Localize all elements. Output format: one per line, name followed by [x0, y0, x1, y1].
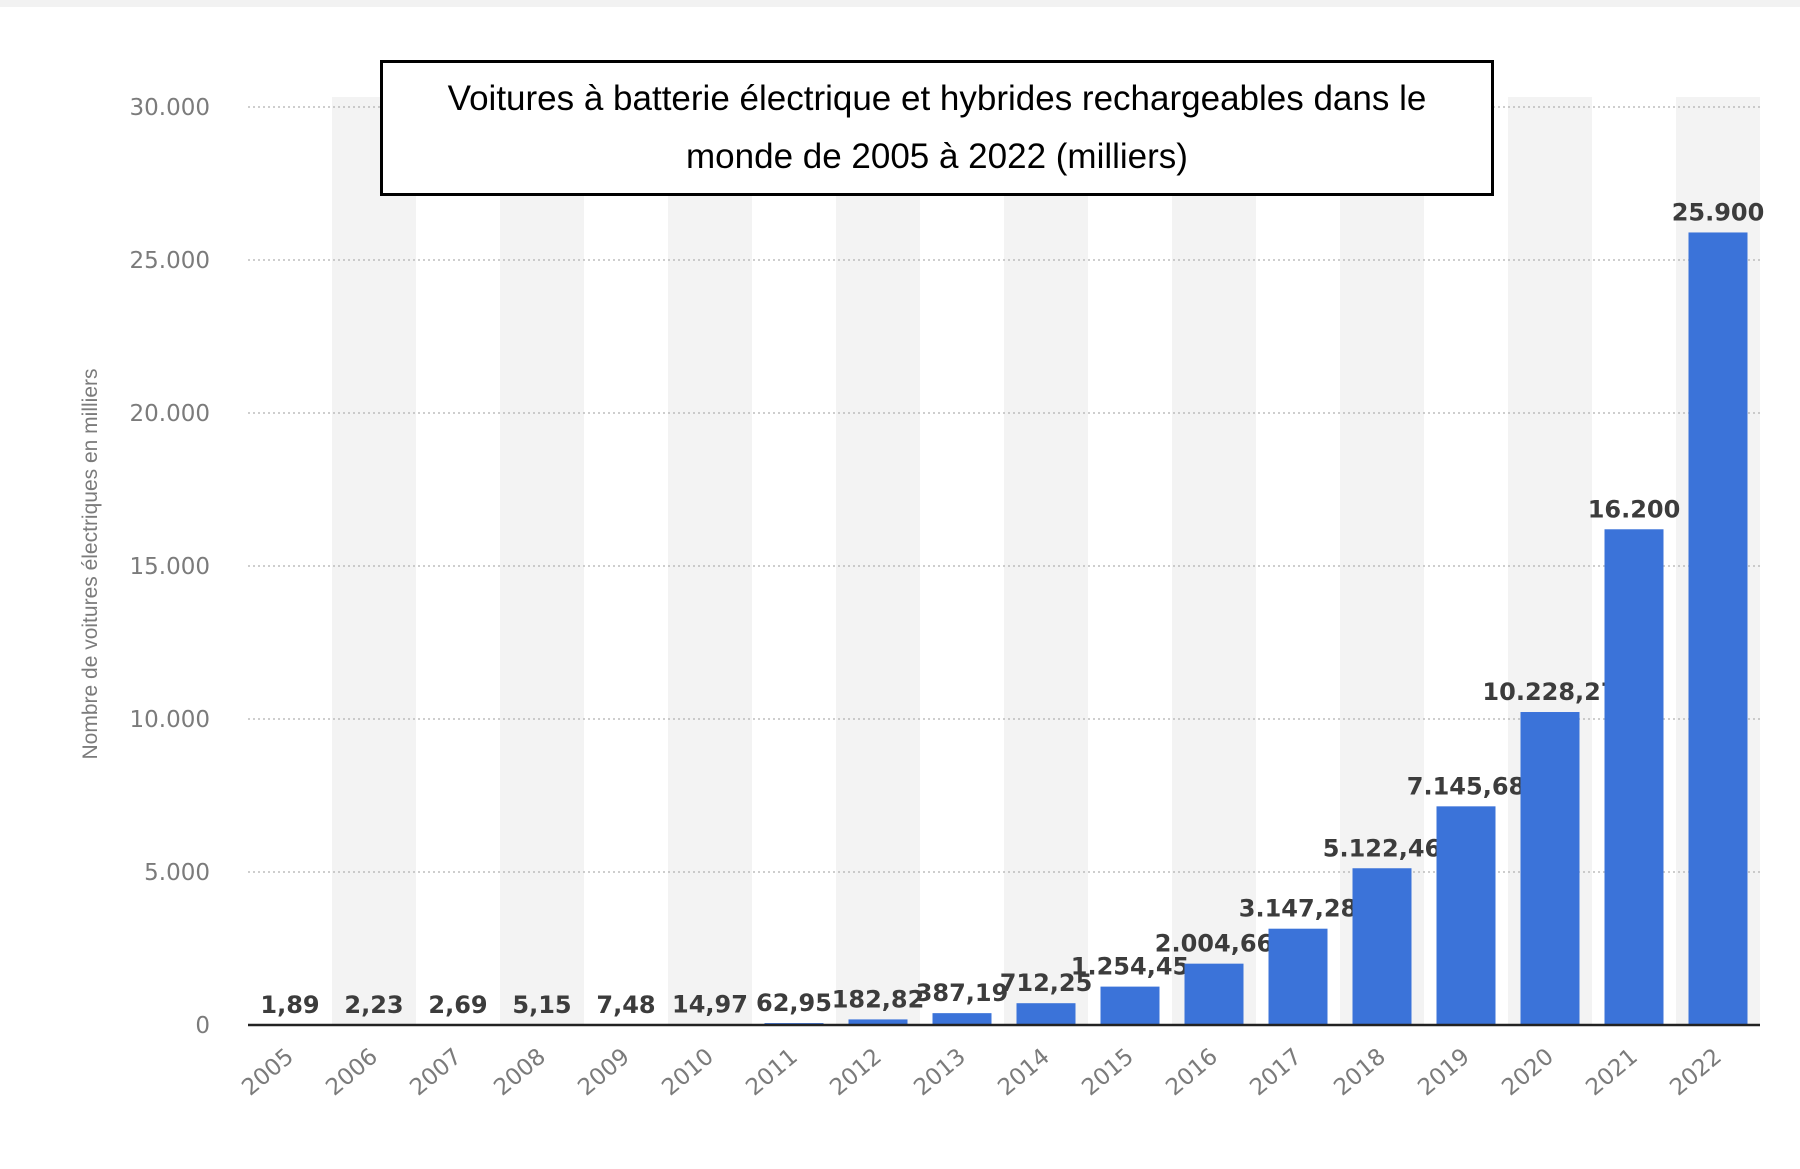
- bar-value-label: 182,82: [832, 985, 925, 1013]
- x-tick-label: 2019: [1413, 1044, 1475, 1102]
- column-band: [668, 97, 752, 1025]
- x-tick-label: 2021: [1581, 1044, 1643, 1102]
- y-tick-label: 15.000: [130, 554, 210, 580]
- bar-value-label: 7,48: [596, 991, 655, 1019]
- y-axis-title: Nombre de voitures électriques en millie…: [79, 369, 103, 760]
- bar-value-label: 2,23: [344, 991, 403, 1019]
- bar-value-label: 3.147,28: [1239, 895, 1357, 923]
- x-tick-label: 2005: [237, 1044, 299, 1102]
- column-band: [1172, 97, 1256, 1025]
- bar: [1017, 1003, 1076, 1025]
- x-tick-label: 2008: [489, 1044, 551, 1102]
- x-tick-label: 2007: [405, 1044, 467, 1102]
- column-band: [836, 97, 920, 1025]
- bar: [1605, 529, 1664, 1025]
- x-tick-label: 2011: [741, 1044, 803, 1102]
- y-tick-label: 5.000: [144, 860, 210, 886]
- bar-value-label: 14,97: [672, 991, 748, 1019]
- bar-value-label: 387,19: [916, 979, 1009, 1007]
- bar: [1101, 987, 1160, 1025]
- y-tick-label: 0: [195, 1013, 210, 1039]
- bar: [933, 1013, 992, 1025]
- x-tick-label: 2009: [573, 1044, 635, 1102]
- bar-value-label: 7.145,68: [1407, 772, 1525, 800]
- y-tick-label: 10.000: [130, 707, 210, 733]
- x-tick-label: 2006: [321, 1044, 383, 1102]
- y-tick-label: 30.000: [130, 95, 210, 121]
- x-tick-label: 2012: [825, 1044, 887, 1102]
- x-tick-label: 2014: [993, 1044, 1055, 1102]
- x-tick-label: 2015: [1077, 1044, 1139, 1102]
- column-band: [1004, 97, 1088, 1025]
- bar: [1353, 868, 1412, 1025]
- y-tick-label: 25.000: [130, 248, 210, 274]
- x-tick-label: 2013: [909, 1044, 971, 1102]
- y-tick-label: 20.000: [130, 401, 210, 427]
- bar-value-label: 10.228,27: [1482, 678, 1617, 706]
- bar: [1521, 712, 1580, 1025]
- bar-value-label: 25.900: [1672, 198, 1765, 226]
- x-tick-label: 2010: [657, 1044, 719, 1102]
- bar-value-label: 62,95: [756, 989, 832, 1017]
- bar-value-label: 2,69: [428, 991, 487, 1019]
- x-tick-label: 2017: [1245, 1044, 1307, 1102]
- bar-value-label: 1,89: [260, 991, 319, 1019]
- column-band: [500, 97, 584, 1025]
- chart-title: Voitures à batterie électrique et hybrid…: [380, 60, 1494, 196]
- bar: [1689, 232, 1748, 1025]
- x-tick-label: 2020: [1497, 1044, 1559, 1102]
- bar-value-label: 5.122,46: [1323, 834, 1441, 862]
- bar-value-label: 16.200: [1588, 495, 1681, 523]
- bar: [1437, 806, 1496, 1025]
- bar-value-label: 2.004,66: [1155, 930, 1273, 958]
- x-tick-label: 2018: [1329, 1044, 1391, 1102]
- bar: [1185, 964, 1244, 1025]
- x-tick-label: 2022: [1665, 1044, 1727, 1102]
- x-tick-label: 2016: [1161, 1044, 1223, 1102]
- column-band: [332, 97, 416, 1025]
- bar-value-label: 5,15: [512, 991, 571, 1019]
- bar: [1269, 929, 1328, 1025]
